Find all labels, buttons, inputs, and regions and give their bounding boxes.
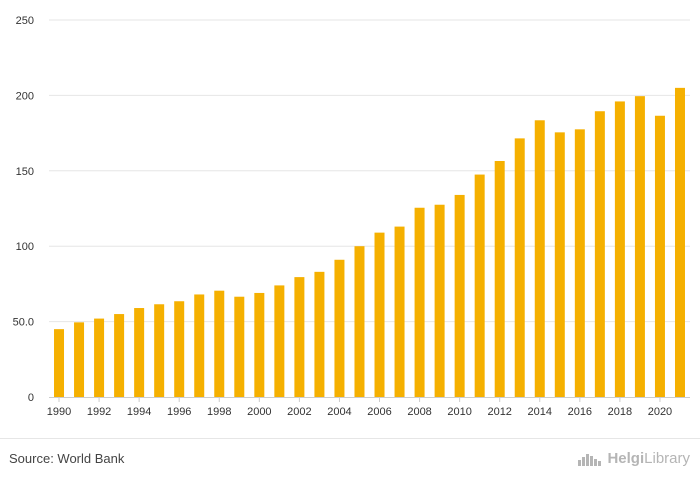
bar-2012 [494, 160, 505, 397]
bar-2017 [594, 111, 605, 397]
bar-1990 [54, 329, 65, 397]
bar-2005 [354, 246, 365, 397]
footer-divider [0, 438, 700, 439]
logo-text-bold: Helgi [607, 450, 645, 467]
x-tick-label: 2020 [648, 406, 672, 418]
bar-2019 [634, 96, 645, 398]
logo-text-light: Library [644, 450, 690, 467]
bar-1998 [214, 290, 225, 397]
bar-2015 [554, 132, 565, 397]
y-tick-label: 50.0 [13, 317, 34, 329]
x-tick-label: 2018 [608, 406, 632, 418]
library-logo-icon [578, 453, 602, 466]
bar-2007 [394, 226, 405, 397]
y-tick-label: 150 [16, 166, 34, 178]
x-tick-label: 1996 [167, 406, 191, 418]
x-tick-label: 1990 [47, 406, 71, 418]
bar-2011 [474, 174, 485, 397]
bar-2006 [374, 232, 385, 397]
bar-2003 [314, 271, 325, 397]
helgi-library-logo: Helgi Library [577, 450, 690, 467]
bar-2014 [534, 120, 545, 398]
bar-2002 [294, 277, 305, 397]
x-tick-label: 2008 [407, 406, 431, 418]
bar-1997 [194, 294, 205, 397]
bar-1995 [154, 304, 165, 397]
bar-1999 [234, 296, 245, 397]
x-tick-label: 2014 [528, 406, 552, 418]
bar-2004 [334, 259, 345, 397]
x-tick-label: 1992 [87, 406, 111, 418]
x-tick-label: 2002 [287, 406, 311, 418]
gridlines [49, 19, 690, 323]
x-tick-label: 1998 [207, 406, 231, 418]
x-tick-label: 2006 [367, 406, 391, 418]
x-tick-label: 1994 [127, 406, 151, 418]
x-tick-label: 2000 [247, 406, 271, 418]
y-tick-label: 0 [28, 392, 34, 404]
y-tick-label: 250 [16, 15, 34, 27]
x-tick-label: 2010 [447, 406, 471, 418]
bar-2013 [514, 138, 525, 398]
bar-1992 [94, 318, 105, 397]
x-axis: 1990 1992 1994 1996 1998 2000 2002 2004 2006 2008… [47, 397, 672, 418]
x-tick-label: 2004 [327, 406, 351, 418]
bar-2001 [274, 285, 285, 397]
bar-1996 [174, 301, 185, 397]
bar-2009 [434, 204, 445, 397]
bar-2020 [654, 115, 665, 398]
bars [54, 87, 685, 398]
bar-chart: 0 50.0 100 150 200 250 1990 1992 1994 1996 1998 20… [13, 15, 690, 418]
x-tick-label: 2012 [487, 406, 511, 418]
bar-2018 [614, 101, 625, 397]
y-tick-label: 100 [16, 241, 34, 253]
bar-1994 [134, 308, 145, 397]
bar-2021 [674, 87, 685, 398]
bar-2016 [574, 129, 585, 397]
bar-2008 [414, 207, 425, 397]
bar-2000 [254, 292, 265, 397]
y-tick-label: 200 [16, 90, 34, 102]
x-tick-label: 2016 [568, 406, 592, 418]
y-axis: 0 50.0 100 150 200 250 [13, 15, 34, 404]
source-note: Source: World Bank [9, 451, 125, 466]
bar-1993 [114, 314, 125, 397]
bar-1991 [74, 322, 85, 397]
bar-2010 [454, 194, 465, 397]
